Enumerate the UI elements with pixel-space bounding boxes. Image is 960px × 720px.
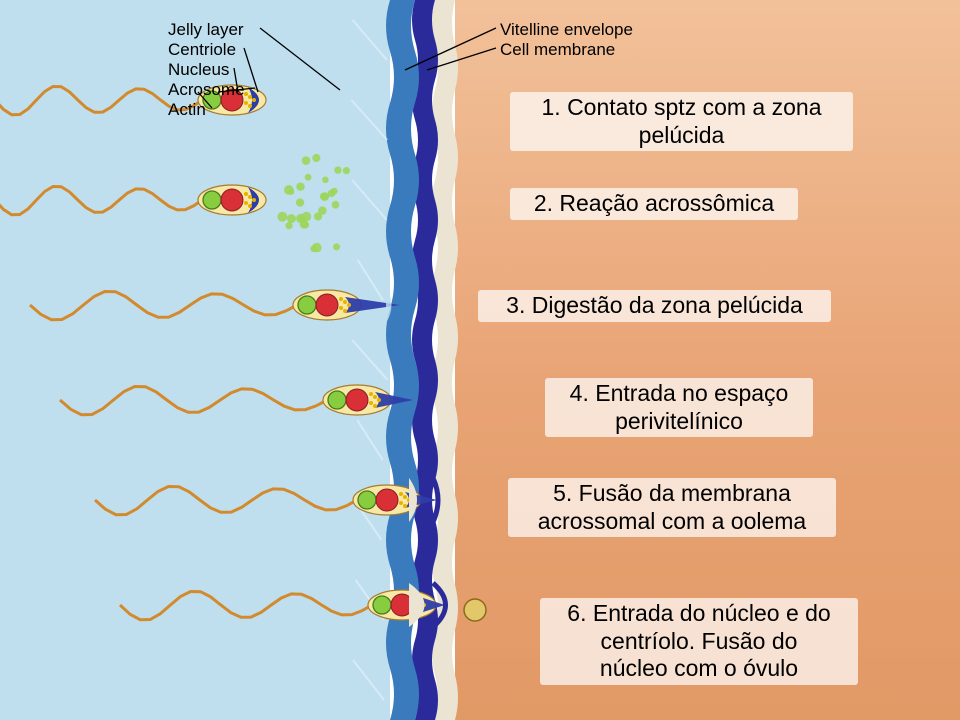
anatomy-label: Actin <box>168 100 206 120</box>
centriole-icon <box>298 296 316 314</box>
acrosome-granule-icon <box>277 212 287 222</box>
centriole-icon <box>203 191 221 209</box>
acrosome-granule-icon <box>287 214 296 223</box>
acrosome-granule-icon <box>296 198 304 206</box>
acrosome-granule-icon <box>296 214 305 223</box>
step-label-3: 3. Digestão da zona pelúcida <box>478 290 831 322</box>
centriole-icon <box>358 491 376 509</box>
acrosome-granule-icon <box>333 243 340 250</box>
step-label-1: 1. Contato sptz com a zonapelúcida <box>510 92 853 151</box>
nucleus-icon <box>221 189 243 211</box>
acrosome-granule-icon <box>320 192 328 200</box>
step-label-4: 4. Entrada no espaçoperivitelínico <box>545 378 813 437</box>
anatomy-label: Centriole <box>168 40 236 60</box>
diagram-canvas: Jelly layerCentrioleNucleusAcrosomeActin… <box>0 0 960 720</box>
anatomy-label: Vitelline envelope <box>500 20 633 40</box>
acrosome-granule-icon <box>285 222 292 229</box>
acrosome-granule-icon <box>343 167 350 174</box>
centriole-icon <box>373 596 391 614</box>
acrosome-granule-icon <box>312 243 322 253</box>
egg-nucleus-icon <box>464 599 486 621</box>
acrosome-granule-icon <box>296 182 304 190</box>
acrosome-granule-icon <box>332 201 340 209</box>
step-label-5: 5. Fusão da membranaacrossomal com a ool… <box>508 478 836 537</box>
acrosome-granule-icon <box>318 206 327 215</box>
nucleus-icon <box>346 389 368 411</box>
nucleus-icon <box>316 294 338 316</box>
acrosome-granule-icon <box>312 154 320 162</box>
acrosome-granule-icon <box>302 156 311 165</box>
nucleus-icon <box>376 489 398 511</box>
anatomy-label: Cell membrane <box>500 40 615 60</box>
centriole-icon <box>328 391 346 409</box>
step-label-6: 6. Entrada do núcleo e docentríolo. Fusã… <box>540 598 858 685</box>
anatomy-label: Jelly layer <box>168 20 244 40</box>
step-label-2: 2. Reação acrossômica <box>510 188 798 220</box>
acrosome-granule-icon <box>284 185 294 195</box>
anatomy-label: Acrosome <box>168 80 245 100</box>
acrosome-granule-icon <box>322 177 329 184</box>
anatomy-label: Nucleus <box>168 60 229 80</box>
acrosome-granule-icon <box>305 174 312 181</box>
acrosome-granule-icon <box>334 166 342 174</box>
